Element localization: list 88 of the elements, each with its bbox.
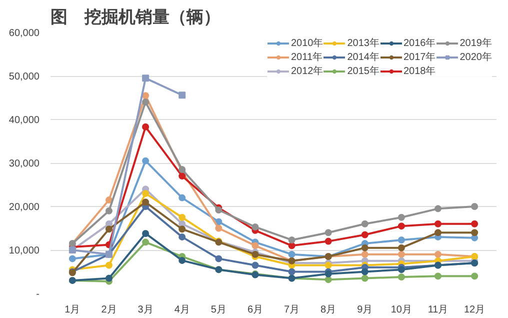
point xyxy=(178,172,186,180)
x-tick-label: 10月 xyxy=(390,304,412,316)
point xyxy=(361,250,368,258)
legend-label: 2018年 xyxy=(404,65,436,78)
legend-label: 2016年 xyxy=(404,37,436,50)
x-tick-label: 2月 xyxy=(101,304,117,316)
legend-label: 2010年 xyxy=(291,37,324,50)
y-tick-label: 60,000 xyxy=(8,28,40,39)
point xyxy=(215,255,222,262)
y-tick-label: 20,000 xyxy=(8,202,40,213)
legend-label: 2011年 xyxy=(291,51,323,64)
point xyxy=(471,220,478,228)
point xyxy=(288,236,296,244)
point xyxy=(142,198,150,206)
y-tick-label: 10,000 xyxy=(8,246,40,256)
point xyxy=(398,266,405,274)
point xyxy=(215,218,222,226)
x-tick-label: 4月 xyxy=(174,304,190,316)
point xyxy=(398,244,405,252)
point xyxy=(105,262,112,269)
legend-label: 2015年 xyxy=(347,65,380,78)
point xyxy=(361,231,368,238)
legend-label: 2020年 xyxy=(460,51,492,64)
point xyxy=(361,244,368,252)
x-tick-label: 6月 xyxy=(247,304,264,316)
point xyxy=(471,203,478,210)
point xyxy=(142,157,150,164)
x-tick-label: 7月 xyxy=(284,304,300,316)
point xyxy=(361,268,368,276)
x-tick-label: 9月 xyxy=(357,304,373,316)
point xyxy=(142,92,150,100)
point xyxy=(252,242,259,250)
point xyxy=(398,214,405,221)
point xyxy=(324,229,332,236)
chart-title: 图 挖掘机销量（辆） xyxy=(50,8,220,28)
point xyxy=(398,250,405,258)
point xyxy=(68,255,76,262)
point xyxy=(142,190,150,197)
x-tick-label: 5月 xyxy=(210,304,226,316)
point xyxy=(398,222,405,230)
point xyxy=(288,250,296,258)
point xyxy=(361,274,368,282)
point xyxy=(471,229,478,236)
point xyxy=(288,268,296,276)
point xyxy=(105,226,112,233)
point xyxy=(105,207,112,214)
point xyxy=(142,74,150,82)
point xyxy=(398,273,405,280)
x-tick-label: 8月 xyxy=(320,304,336,316)
point xyxy=(178,233,186,240)
legend-label: 2019年 xyxy=(460,37,492,50)
point xyxy=(434,250,442,258)
point xyxy=(434,220,442,228)
y-tick-label: 40,000 xyxy=(8,115,40,126)
x-tick-label: 12月 xyxy=(464,304,486,316)
point xyxy=(434,272,442,280)
point xyxy=(178,214,186,221)
point xyxy=(324,238,332,245)
x-tick-label: 1月 xyxy=(64,304,80,316)
point xyxy=(178,194,186,202)
legend-label: 2012年 xyxy=(291,65,324,78)
point xyxy=(142,98,150,106)
point xyxy=(324,276,332,284)
y-tick-label: - xyxy=(36,289,40,300)
point xyxy=(142,238,150,246)
point xyxy=(178,256,186,264)
point xyxy=(178,92,186,99)
point xyxy=(105,196,112,204)
x-tick-label: 11月 xyxy=(428,304,448,316)
point xyxy=(215,224,222,232)
legend-label: 2017年 xyxy=(404,51,436,64)
y-tick-label: 50,000 xyxy=(8,72,40,82)
point xyxy=(434,229,442,236)
point xyxy=(142,123,150,130)
point xyxy=(252,223,259,230)
x-tick-label: 3月 xyxy=(138,304,154,316)
point xyxy=(398,236,405,244)
legend-label: 2014年 xyxy=(347,51,380,64)
legend-label: 2013年 xyxy=(347,37,380,50)
point xyxy=(105,274,112,282)
point xyxy=(471,272,478,280)
point xyxy=(361,220,368,228)
point xyxy=(434,205,442,212)
y-tick-label: 30,000 xyxy=(8,158,40,170)
point xyxy=(288,242,296,250)
point xyxy=(252,262,259,269)
point xyxy=(142,230,150,237)
point xyxy=(178,226,186,233)
